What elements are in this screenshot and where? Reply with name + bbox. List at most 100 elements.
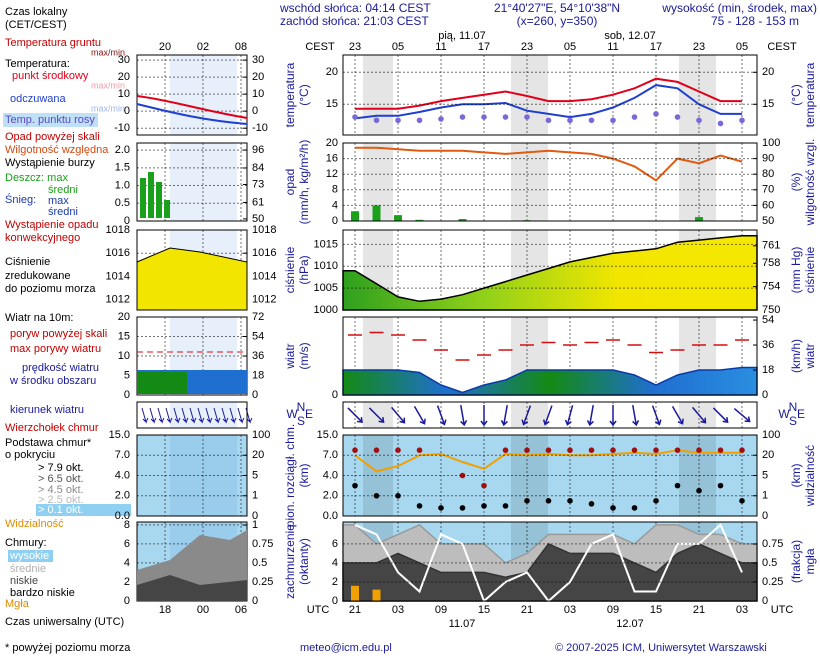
sunset: zachód słońca: 21:03 CEST [280,14,429,28]
legend-label: Chmury: [5,537,47,549]
legend-sample [149,407,157,424]
x-tick-label: 03 [392,604,404,616]
legend-label: Opad powyżej skali [5,131,100,143]
legend-label: Mgła [5,598,30,610]
x-tick-label: 18 [159,604,171,616]
legend-sample [136,247,248,311]
email-link[interactable]: meteo@icm.edu.pl [300,642,392,654]
data-dot [545,117,552,124]
data-bar [415,219,424,221]
y2-tick-label: 5 [762,469,768,481]
data-dot [653,111,659,117]
legend-panel-band [170,143,237,221]
y2-tick-label: 20 [252,71,264,83]
y-tick-label: 1015 [314,238,338,250]
y-tick-label: 10 [118,350,130,362]
night-band [511,402,548,428]
x-tick-label: 09 [607,604,619,616]
legend-label: Widzialność [5,518,64,530]
date-label: 11.07 [449,618,476,630]
y2-tick-label: 54 [252,330,264,342]
data-dot [545,447,552,453]
legend-sample [136,95,248,119]
y2-tick-label: 60 [762,199,774,211]
y2-tick-label: 0 [252,105,258,117]
panel-frame [342,54,758,136]
compass-w: W [778,407,790,421]
data-dot [502,503,509,509]
y2-tick-label: 36 [762,339,774,351]
y-tick-label: 15 [118,330,130,342]
x-tick-label: 11 [435,41,446,53]
axis-title: zachmurzenie [283,524,297,599]
y-tick-label: 4 [332,199,338,211]
compass-n: N [297,400,306,414]
legend-label: średni [48,184,78,196]
data-dot [438,116,444,122]
legend-label: max/min [91,47,125,57]
legend-sample [221,407,229,424]
y-tick-label: 0.5 [115,197,130,209]
y-tick-label: 1018 [106,224,130,236]
wind-arrow [564,405,574,426]
y-tick-label: 7.0 [323,449,338,461]
legend-label: Śnieg: [5,193,36,206]
wind-arrow [542,405,553,426]
data-dot [459,114,466,120]
x-tick-label: 21 [693,604,705,616]
y2-tick-label: 0 [252,389,258,401]
y-tick-label: 0 [124,105,130,117]
y-tick-label: 4.0 [323,469,338,481]
x-tick-label: 00 [197,604,209,616]
axis-title: opad [283,169,297,196]
legend-panel-bg [137,435,247,516]
legend-label: Podstawa chmur* [5,437,92,449]
legend-sample [165,407,173,424]
y2-tick-label: 0.5 [252,557,267,569]
data-dot [416,447,423,453]
legend: Temperatura gruntu max/min Temperatura: … [3,37,131,610]
y2-tick-label: 0 [252,595,258,607]
data-dot [739,447,745,453]
data-bar [351,211,359,221]
data-line [355,77,742,110]
panel-frame [342,521,758,602]
y2-tick-label: 36 [252,350,264,362]
data-dot [610,505,616,511]
y2-tick-label: 20 [252,449,264,461]
x-tick-label: 08 [235,41,247,53]
data-dot [567,498,573,504]
x-tick-label: 05 [392,41,404,53]
wind-arrow [671,405,684,425]
legend-sample [213,407,221,424]
legend-label: do poziomu morza [5,283,96,295]
data-dot [567,447,573,453]
axis-title: (%) [789,173,803,192]
y2-tick-label: 0.75 [252,538,273,550]
night-band [511,143,548,221]
y-tick-label: 0.0 [323,510,338,522]
axis-title: (°C) [789,84,803,105]
panel-frame [342,229,758,311]
axis-title: ciśnienie [803,246,817,293]
axis-title: ciśnienie [283,246,297,293]
data-dot [438,505,444,511]
x-tick-label: 17 [478,41,490,53]
x-tick-label: 15 [650,604,662,616]
y2-tick-label: 761 [762,240,780,252]
y-tick-label: 15.0 [109,429,130,441]
y2-tick-label: 1014 [252,270,276,282]
wind-arrow [586,405,594,427]
y-tick-label: 15.0 [317,429,338,441]
legend-label: niskie [10,575,38,587]
y2-tick-label: 18 [762,364,774,376]
compass-e: E [305,407,313,421]
legend-label: prędkość wiatru [22,362,99,374]
axis-title: (frakcja) [789,540,803,583]
x-tick-label: 17 [650,41,662,53]
axis-title: wilgotność wzgl. [803,139,817,227]
wind-arrow [347,407,363,423]
date-label: sob, 12.07 [604,30,655,42]
y-tick-label: 0.0 [115,510,130,522]
